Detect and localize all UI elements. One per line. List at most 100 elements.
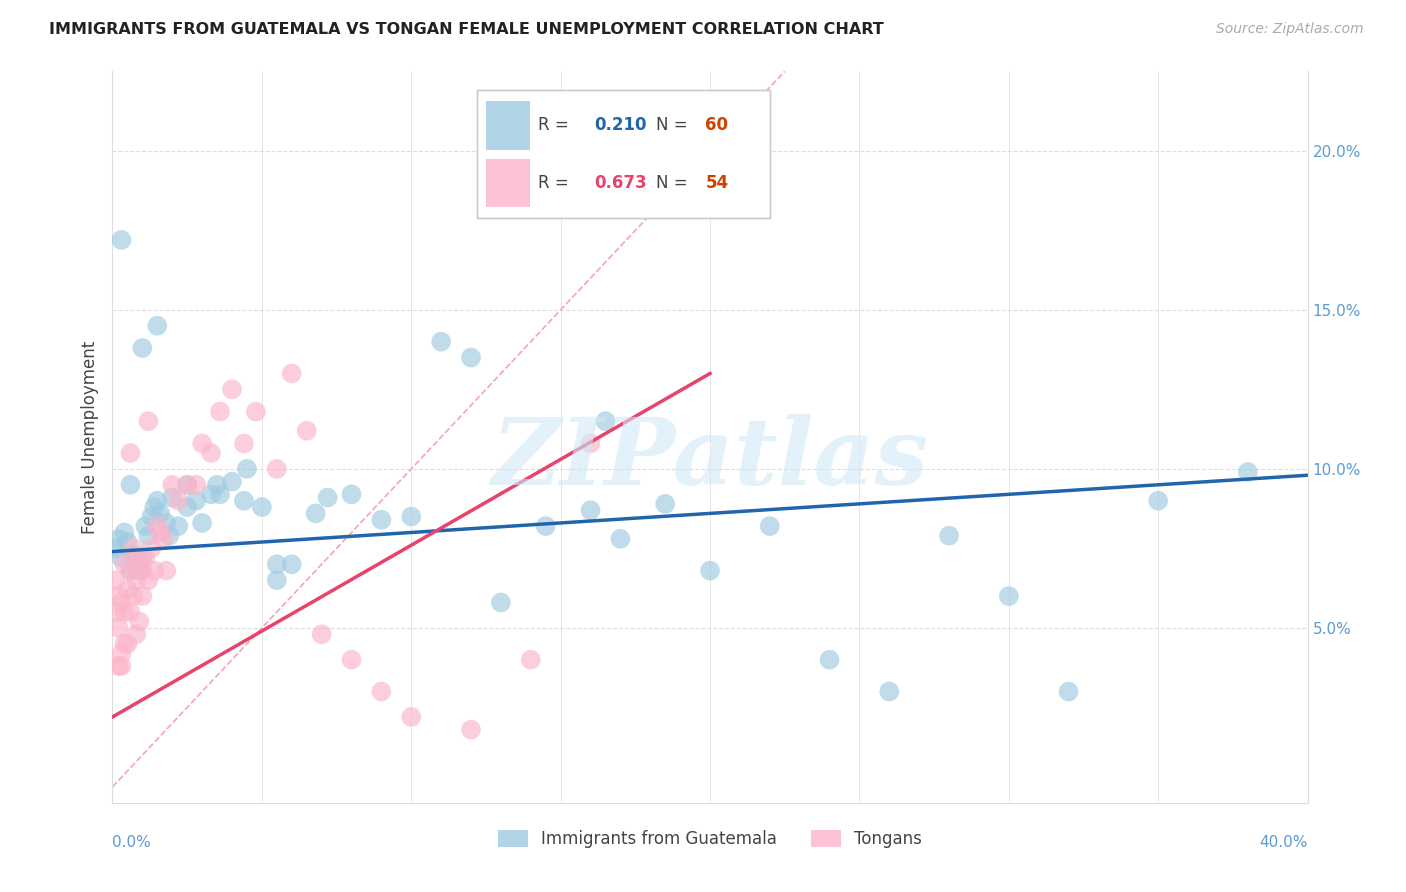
Point — [104, 573, 127, 587]
Point — [209, 404, 232, 418]
Point — [401, 710, 423, 724]
Point — [120, 477, 142, 491]
Point — [654, 497, 676, 511]
Point — [120, 564, 142, 578]
Point — [125, 558, 148, 572]
Point — [143, 564, 166, 578]
Point — [221, 475, 243, 489]
Point — [879, 684, 901, 698]
Point — [149, 507, 172, 521]
Text: 40.0%: 40.0% — [1260, 835, 1308, 849]
Point — [233, 493, 256, 508]
Point — [340, 653, 363, 667]
Text: IMMIGRANTS FROM GUATEMALA VS TONGAN FEMALE UNEMPLOYMENT CORRELATION CHART: IMMIGRANTS FROM GUATEMALA VS TONGAN FEMA… — [49, 22, 884, 37]
Point — [141, 541, 163, 556]
Point — [489, 595, 512, 609]
Point — [131, 341, 153, 355]
Point — [120, 605, 142, 619]
Point — [250, 500, 273, 514]
Point — [110, 595, 132, 609]
Point — [149, 525, 172, 540]
Point — [146, 318, 169, 333]
Point — [1237, 465, 1260, 479]
Point — [120, 446, 142, 460]
Point — [266, 558, 288, 572]
Point — [138, 529, 160, 543]
Point — [128, 564, 150, 578]
Point — [152, 532, 174, 546]
Point — [155, 516, 177, 530]
Point — [233, 436, 256, 450]
Point — [114, 637, 135, 651]
Point — [138, 573, 160, 587]
Point — [125, 550, 148, 565]
Point — [138, 414, 160, 428]
Point — [176, 500, 198, 514]
Point — [107, 621, 129, 635]
Point — [176, 477, 198, 491]
Text: Source: ZipAtlas.com: Source: ZipAtlas.com — [1216, 22, 1364, 37]
Point — [609, 532, 631, 546]
Point — [125, 573, 148, 587]
Point — [141, 509, 163, 524]
Point — [1057, 684, 1080, 698]
Legend: Immigrants from Guatemala, Tongans: Immigrants from Guatemala, Tongans — [489, 822, 931, 856]
Point — [209, 487, 232, 501]
Point — [534, 519, 557, 533]
Point — [157, 529, 180, 543]
Point — [176, 477, 198, 491]
Point — [186, 477, 208, 491]
Point — [370, 684, 392, 698]
Point — [110, 646, 132, 660]
Point — [236, 462, 259, 476]
Point — [167, 493, 190, 508]
Text: 0.0%: 0.0% — [112, 835, 152, 849]
Point — [162, 477, 183, 491]
Point — [134, 550, 156, 565]
Point — [186, 493, 208, 508]
Point — [579, 503, 602, 517]
Point — [316, 491, 339, 505]
Point — [281, 558, 304, 572]
Point — [305, 507, 328, 521]
Point — [131, 564, 153, 578]
Point — [699, 564, 721, 578]
Point — [117, 582, 139, 597]
Point — [370, 513, 392, 527]
Point — [143, 500, 166, 514]
Point — [122, 589, 145, 603]
Point — [114, 525, 135, 540]
Point — [595, 414, 617, 428]
Point — [122, 541, 145, 556]
Point — [266, 462, 288, 476]
Point — [122, 548, 145, 562]
Point — [401, 509, 423, 524]
Point — [340, 487, 363, 501]
Point — [311, 627, 333, 641]
Point — [191, 516, 214, 530]
Point — [107, 659, 129, 673]
Point — [1147, 493, 1170, 508]
Point — [938, 529, 960, 543]
Point — [281, 367, 304, 381]
Point — [104, 541, 127, 556]
Point — [221, 383, 243, 397]
Point — [200, 446, 222, 460]
Point — [430, 334, 453, 349]
Point — [110, 233, 132, 247]
Point — [191, 436, 214, 450]
Point — [146, 519, 169, 533]
Point — [107, 589, 129, 603]
Y-axis label: Female Unemployment: Female Unemployment — [80, 341, 98, 533]
Point — [131, 550, 153, 565]
Point — [120, 564, 142, 578]
Point — [110, 550, 132, 565]
Point — [128, 615, 150, 629]
Point — [146, 493, 169, 508]
Text: ZIPatlas: ZIPatlas — [492, 414, 928, 504]
Point — [460, 351, 482, 365]
Point — [114, 605, 135, 619]
Point — [245, 404, 267, 418]
Point — [114, 558, 135, 572]
Point — [155, 564, 177, 578]
